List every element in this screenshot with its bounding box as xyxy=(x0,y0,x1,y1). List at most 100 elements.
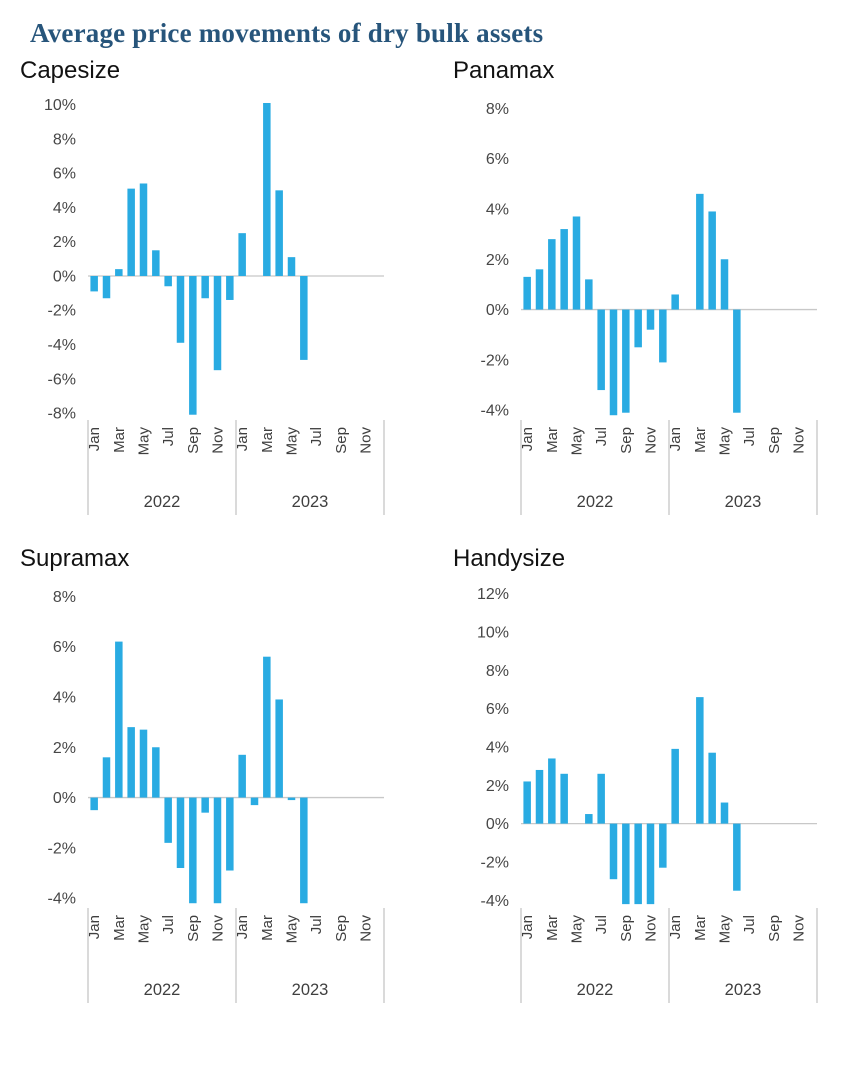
bar-May-2023 xyxy=(720,802,729,824)
y-tick-label: 0% xyxy=(486,302,509,319)
y-tick-label: 10% xyxy=(477,624,509,641)
x-tick-label: Jul xyxy=(741,427,758,446)
bar-Jul-2022 xyxy=(164,275,172,287)
bar-Oct-2022 xyxy=(634,309,642,348)
x-tick-label: Nov xyxy=(791,427,808,454)
bar-Jan-2023 xyxy=(238,754,246,798)
bar-Nov-2022 xyxy=(646,309,655,330)
bar-Dec-2022 xyxy=(659,309,667,363)
y-tick-label: 8% xyxy=(486,663,509,680)
y-tick-label: 0% xyxy=(53,790,76,807)
y-tick-label: 4% xyxy=(53,200,76,217)
bar-Nov-2022 xyxy=(213,797,222,904)
y-tick-label: 4% xyxy=(486,201,509,218)
x-tick-label: Jul xyxy=(160,915,177,934)
y-tick-label: -2% xyxy=(481,352,509,369)
year-label: 2023 xyxy=(725,493,762,511)
x-tick-label: May xyxy=(284,915,301,944)
bar-May-2022 xyxy=(139,729,148,798)
y-tick-label: 6% xyxy=(53,639,76,656)
bar-Mar-2022 xyxy=(548,239,556,310)
y-tick-label: -6% xyxy=(48,371,76,388)
bar-Jun-2022 xyxy=(585,814,593,824)
x-tick-label: May xyxy=(717,915,734,944)
bar-May-2023 xyxy=(287,257,296,276)
y-tick-label: -2% xyxy=(48,840,76,857)
chart-supramax: 8% 6% 4% 2% 0% -2% -4% Jan Mar May Jul Sep Nov Jan Mar… xyxy=(48,589,385,1003)
chart-title-panamax: Panamax xyxy=(453,57,555,84)
y-tick-label: -4% xyxy=(48,891,76,908)
bar-Jun-2023 xyxy=(300,797,308,904)
bar-Apr-2023 xyxy=(275,190,283,276)
bar-Feb-2022 xyxy=(535,269,544,310)
bar-Mar-2023 xyxy=(263,102,271,276)
x-tick-label: Mar xyxy=(111,427,128,453)
bar-Jan-2023 xyxy=(671,294,679,310)
bar-Oct-2022 xyxy=(201,797,209,813)
bar-Jan-2022 xyxy=(90,797,98,811)
y-tick-label: -2% xyxy=(481,854,509,871)
x-tick-label: Nov xyxy=(791,915,808,942)
x-tick-label: Jan xyxy=(86,427,103,451)
bar-Oct-2022 xyxy=(201,275,209,299)
y-tick-label: 0% xyxy=(486,816,509,833)
x-tick-label: May xyxy=(136,427,153,456)
bar-May-2022 xyxy=(572,216,581,310)
bar-Sep-2022 xyxy=(189,275,197,415)
bar-Apr-2022 xyxy=(560,773,568,824)
year-label: 2023 xyxy=(292,493,329,511)
x-tick-label: Nov xyxy=(210,915,227,942)
bar-Apr-2023 xyxy=(275,699,283,798)
year-label: 2022 xyxy=(144,493,181,511)
x-tick-label: Nov xyxy=(358,915,375,942)
bar-Feb-2022 xyxy=(535,769,544,824)
year-label: 2022 xyxy=(577,981,614,999)
bar-Dec-2022 xyxy=(226,275,234,300)
y-tick-label: 8% xyxy=(53,589,76,606)
bar-Feb-2022 xyxy=(102,757,111,798)
bar-Nov-2022 xyxy=(213,275,222,371)
bar-Nov-2022 xyxy=(646,823,655,905)
bar-Mar-2022 xyxy=(115,641,123,798)
chart-title-capesize: Capesize xyxy=(20,57,121,84)
x-tick-label: Jan xyxy=(234,915,251,939)
x-tick-label: Mar xyxy=(259,915,276,941)
x-tick-label: Mar xyxy=(692,427,709,453)
bar-Mar-2023 xyxy=(263,656,271,798)
bar-May-2022 xyxy=(139,183,148,276)
bar-Apr-2023 xyxy=(708,211,716,310)
y-tick-label: 8% xyxy=(53,131,76,148)
bar-Jun-2022 xyxy=(152,250,160,276)
bar-Mar-2023 xyxy=(696,193,704,310)
bar-Mar-2022 xyxy=(115,269,123,276)
x-tick-label: May xyxy=(569,915,586,944)
bar-Mar-2022 xyxy=(548,758,556,824)
chart-title-supramax: Supramax xyxy=(20,545,130,572)
y-tick-label: 4% xyxy=(486,739,509,756)
chart-panamax: 8% 6% 4% 2% 0% -2% -4% Jan Mar May Jul Sep Nov Jan Mar… xyxy=(481,101,818,515)
x-tick-label: Jul xyxy=(593,915,610,934)
bar-Jun-2023 xyxy=(300,275,308,360)
y-tick-label: 6% xyxy=(53,166,76,183)
bar-Jun-2023 xyxy=(733,823,741,891)
y-tick-label: 8% xyxy=(486,101,509,118)
bar-Aug-2022 xyxy=(609,823,618,880)
bar-Jan-2022 xyxy=(523,781,531,824)
report-page: Average price movements of dry bulk asse… xyxy=(20,18,818,1003)
x-tick-label: Jul xyxy=(308,915,325,934)
y-tick-label: 4% xyxy=(53,689,76,706)
bar-Aug-2022 xyxy=(609,309,618,416)
chart-title-handysize: Handysize xyxy=(453,545,566,572)
y-tick-label: 2% xyxy=(486,778,509,795)
bar-Dec-2022 xyxy=(659,823,667,868)
chart-capesize: 10% 8% 6% 4% 2% 0% -2% -4% -6% -8% Jan Mar May Jul Sep… xyxy=(44,97,385,515)
bar-Apr-2022 xyxy=(560,229,568,310)
bar-Jan-2023 xyxy=(238,233,246,276)
y-tick-label: 2% xyxy=(53,234,76,251)
bar-Feb-2022 xyxy=(102,275,111,299)
y-tick-label: -4% xyxy=(48,337,76,354)
bar-Jun-2023 xyxy=(733,309,741,413)
bar-Feb-2023 xyxy=(250,797,259,806)
x-tick-label: Jul xyxy=(308,427,325,446)
x-tick-label: Jan xyxy=(234,427,251,451)
